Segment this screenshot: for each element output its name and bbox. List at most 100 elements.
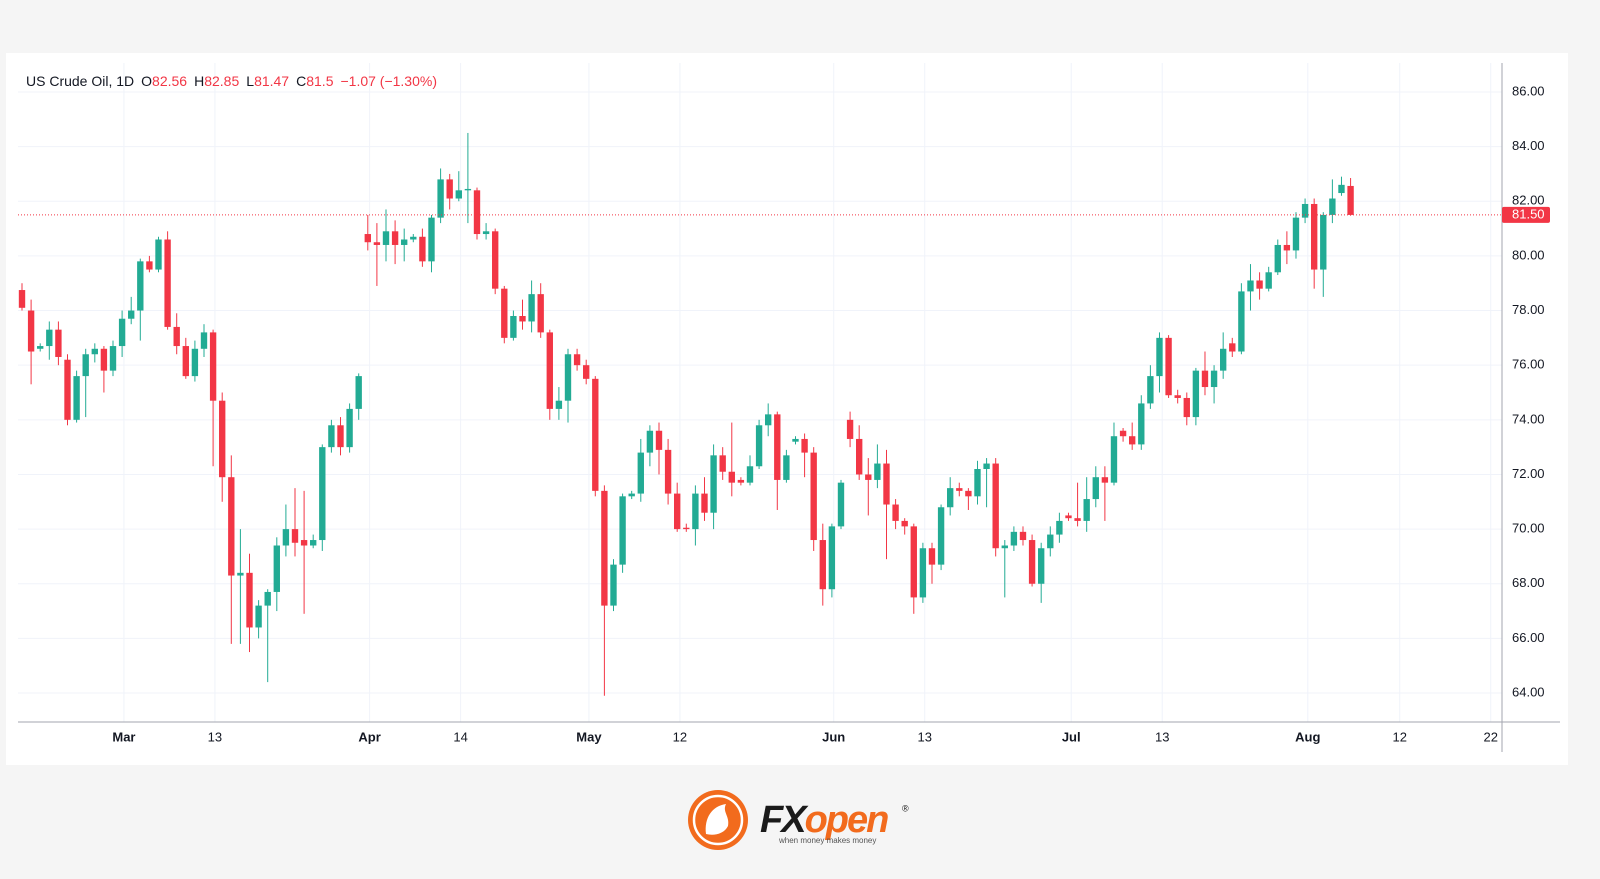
x-tick-label: Aug xyxy=(1295,729,1320,744)
legend-key: O xyxy=(141,73,152,89)
candle-body xyxy=(610,564,617,606)
candle-body xyxy=(664,449,672,494)
candle-body xyxy=(937,507,945,565)
candle-body xyxy=(1292,217,1300,251)
candle-body xyxy=(1201,370,1209,388)
candle-body xyxy=(537,294,544,333)
candle-body xyxy=(965,490,972,497)
candle-body xyxy=(1329,198,1336,215)
candle-body xyxy=(1265,272,1272,289)
candle-body xyxy=(100,348,108,371)
candle-body xyxy=(419,236,426,262)
y-tick-label: 76.00 xyxy=(1512,357,1545,372)
candle-body xyxy=(865,474,872,480)
candle-body xyxy=(73,376,80,420)
candle-body xyxy=(282,529,290,546)
plot: 64.00 66.00 68.00 70.00 72.00 74.00 76.00 78.00… xyxy=(18,63,1560,752)
candle-body xyxy=(1092,477,1099,500)
candle-body xyxy=(919,548,927,598)
y-tick-label: 70.00 xyxy=(1512,521,1545,536)
candle-body xyxy=(1074,518,1081,521)
candle-body xyxy=(37,346,44,349)
logo: FXopen ® when money makes money xyxy=(688,790,909,850)
x-tick-label: 13 xyxy=(208,729,222,744)
candle-body xyxy=(592,378,599,491)
y-tick-label: 84.00 xyxy=(1512,138,1545,153)
candle-body xyxy=(264,591,271,606)
candle-body xyxy=(155,239,162,270)
logo-ring xyxy=(692,794,744,846)
candle-body xyxy=(737,479,745,483)
candle-body xyxy=(18,290,26,308)
candle-body xyxy=(237,572,244,576)
candle-body xyxy=(364,234,371,243)
candle-body xyxy=(728,471,735,483)
candle-body xyxy=(373,242,381,245)
y-tick-label: 72.00 xyxy=(1512,466,1545,481)
candle-body xyxy=(746,466,754,483)
candle-body xyxy=(209,332,217,401)
candle-body xyxy=(719,455,726,472)
legend-value: 82.56 xyxy=(152,73,187,89)
candle-body xyxy=(1010,531,1018,546)
x-tick-label: Jun xyxy=(822,729,845,744)
candle-body xyxy=(46,329,53,347)
candle-body xyxy=(564,354,572,401)
candle-body xyxy=(1229,343,1236,352)
candle-body xyxy=(846,419,854,439)
candle-body xyxy=(1238,291,1245,352)
legend-value: 81.47 xyxy=(254,73,289,89)
candle-body xyxy=(346,408,353,448)
candle-body xyxy=(1037,548,1045,584)
candle-body xyxy=(55,329,62,357)
legend-key: C xyxy=(296,73,306,89)
legend-key: H xyxy=(194,73,204,89)
candle-body xyxy=(1347,185,1354,215)
candle-body xyxy=(910,526,917,598)
x-tick-label: 14 xyxy=(453,729,467,744)
header: US Crude Oil, 1D O82.56 H82.85 L81.47 C81.5−… xyxy=(26,73,437,89)
y-tick-label: 64.00 xyxy=(1512,684,1545,699)
candle-body xyxy=(1310,203,1318,270)
candle-body xyxy=(1101,477,1109,483)
candle-body xyxy=(473,190,481,235)
x-tick-label: 13 xyxy=(1155,729,1169,744)
candle-body xyxy=(601,490,608,606)
candle-body xyxy=(528,294,535,322)
candle-body xyxy=(255,605,262,628)
candle-body xyxy=(82,354,89,377)
candle-body xyxy=(1065,515,1072,519)
candle-body xyxy=(319,447,326,541)
candle-body xyxy=(901,520,908,527)
candle-body xyxy=(619,496,626,565)
candle-body xyxy=(883,463,890,505)
chart-panel xyxy=(6,53,1568,765)
candle-body xyxy=(455,190,462,199)
candle-body xyxy=(164,239,171,327)
candle-body xyxy=(482,231,490,235)
legend-value: 82.85 xyxy=(204,73,239,89)
logo-registered: ® xyxy=(902,803,909,813)
candle-body xyxy=(701,493,708,513)
x-tick-label: 22 xyxy=(1483,729,1497,744)
candle-body xyxy=(200,332,208,349)
candle-body xyxy=(137,261,144,311)
x-tick-label: 12 xyxy=(673,729,687,744)
y-tick-label: 66.00 xyxy=(1512,630,1545,645)
candle-body xyxy=(755,425,763,467)
candle-body xyxy=(1156,337,1163,377)
candle-body xyxy=(1138,403,1145,445)
candle-body xyxy=(273,545,280,592)
candle-body xyxy=(792,438,799,442)
candle-body xyxy=(1083,499,1090,521)
candle-body xyxy=(783,455,790,480)
candle-body xyxy=(410,236,417,240)
candle-body xyxy=(637,452,644,494)
candle-body xyxy=(1283,244,1291,251)
candle-body xyxy=(1192,370,1200,418)
candle-body xyxy=(892,504,899,521)
candle-body xyxy=(300,540,308,546)
candle-body xyxy=(1320,214,1327,270)
x-tick-label: Mar xyxy=(112,729,135,744)
candle-body xyxy=(437,179,444,218)
